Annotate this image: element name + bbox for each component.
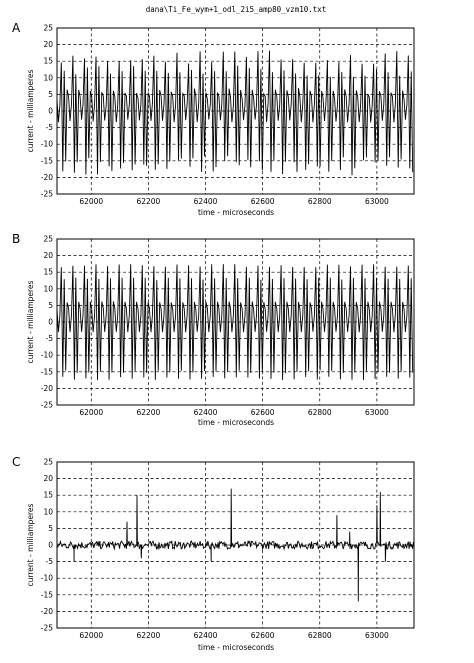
panel-b-y-tick-label: 15 xyxy=(43,268,53,277)
panel-a: A 25 20 15 10 5 0 -5 -10 -15 -20 -25 62000 62200 624… xyxy=(12,21,415,217)
panel-c-y-tick-label: -15 xyxy=(41,590,53,599)
panel-c-x-axis-label: time - microseconds xyxy=(198,643,274,652)
panel-c-y-tick-label: 0 xyxy=(48,541,53,550)
panel-b-y-tick-label: -20 xyxy=(41,384,53,393)
panel-c-y-tick-label: 15 xyxy=(43,491,53,500)
panel-c-x-tick-label: 62200 xyxy=(136,631,160,640)
panel-b-y-axis-label: current - milliamperes xyxy=(26,280,35,363)
panel-b-y-tick-label: 25 xyxy=(43,235,53,244)
panel-b-x-tick-label: 62600 xyxy=(251,408,275,417)
panel-a-x-tick-label: 63000 xyxy=(365,197,389,206)
panel-a-y-axis-label: current - milliamperes xyxy=(26,69,35,152)
panel-b-x-tick-label: 62800 xyxy=(308,408,332,417)
panel-c: C 25 20 15 10 5 0 -5 -10 -15 -20 -25 62000 62200 624… xyxy=(12,455,415,652)
panel-a-y-tick-label: -25 xyxy=(41,190,53,199)
panel-b-y-tick-label: -15 xyxy=(41,367,53,376)
panel-a-y-tick-label: -20 xyxy=(41,173,53,182)
panel-a-x-tick-label: 62200 xyxy=(136,197,160,206)
panel-c-y-tick-label: -20 xyxy=(41,607,53,616)
panel-c-x-ticks: 62000 62200 62400 62600 62800 63000 xyxy=(79,631,389,640)
panel-a-y-tick-label: 25 xyxy=(43,24,53,33)
panel-a-x-tick-label: 62600 xyxy=(251,197,275,206)
panel-c-y-tick-label: 10 xyxy=(43,507,53,516)
panel-c-trace xyxy=(56,488,414,602)
panel-a-x-tick-label: 62000 xyxy=(79,197,103,206)
panel-a-x-axis-label: time - microseconds xyxy=(198,208,274,217)
panel-b-y-tick-label: -10 xyxy=(41,351,53,360)
panel-b-x-tick-label: 62400 xyxy=(194,408,218,417)
panel-c-y-tick-label: -10 xyxy=(41,574,53,583)
panel-a-y-tick-label: 20 xyxy=(43,40,53,49)
panel-a-y-tick-label: 10 xyxy=(43,73,53,82)
panel-b-x-ticks: 62000 62200 62400 62600 62800 63000 xyxy=(79,408,389,417)
panel-a-grid xyxy=(57,28,414,194)
panel-a-y-tick-label: -10 xyxy=(41,140,53,149)
panel-b-y-tick-label: -5 xyxy=(46,334,54,343)
panel-b-y-tick-label: 5 xyxy=(48,301,53,310)
panel-c-x-tick-label: 62000 xyxy=(79,631,103,640)
panel-c-y-ticks: 25 20 15 10 5 0 -5 -10 -15 -20 -25 xyxy=(41,458,53,633)
panel-c-y-tick-label: 5 xyxy=(48,524,53,533)
panel-b-y-tick-label: -25 xyxy=(41,401,53,410)
panel-a-current-trace xyxy=(56,50,414,176)
panel-b-letter: B xyxy=(12,232,20,246)
panel-c-x-tick-label: 62600 xyxy=(251,631,275,640)
panel-a-x-tick-label: 62800 xyxy=(308,197,332,206)
figure-title: dana\Ti_Fe_wym+1_odl_2i5_amp80_vzm10.txt xyxy=(146,5,327,14)
panel-a-x-tick-label: 62400 xyxy=(194,197,218,206)
panel-b-y-tick-label: 0 xyxy=(48,318,53,327)
panel-a-y-tick-label: 5 xyxy=(48,90,53,99)
panel-c-y-tick-label: -25 xyxy=(41,624,53,633)
panel-c-y-tick-label: 25 xyxy=(43,458,53,467)
panel-a-y-tick-label: -15 xyxy=(41,156,53,165)
panel-a-y-tick-label: 0 xyxy=(48,107,53,116)
panel-b-x-tick-label: 62000 xyxy=(79,408,103,417)
panel-b-y-tick-label: 10 xyxy=(43,284,53,293)
panel-b-y-tick-label: 20 xyxy=(43,251,53,260)
panel-c-y-tick-label: -5 xyxy=(46,557,54,566)
panel-b-x-tick-label: 63000 xyxy=(365,408,389,417)
panel-c-x-tick-label: 63000 xyxy=(365,631,389,640)
panel-c-y-axis-label: current - milliamperes xyxy=(26,503,35,586)
panel-b-current-trace xyxy=(56,264,414,381)
panel-b-x-tick-label: 62200 xyxy=(136,408,160,417)
panel-a-trace xyxy=(56,50,414,176)
panel-c-x-tick-label: 62400 xyxy=(194,631,218,640)
panel-a-letter: A xyxy=(12,21,21,35)
panel-a-y-tick-label: 15 xyxy=(43,57,53,66)
panel-b: B 25 20 15 10 5 0 -5 -10 -15 -20 -25 62000 62200 624… xyxy=(12,232,415,427)
panel-a-y-tick-label: -5 xyxy=(46,123,54,132)
panel-b-trace xyxy=(56,264,414,381)
panel-c-letter: C xyxy=(12,455,20,469)
panel-c-grid xyxy=(57,462,414,628)
panel-b-y-ticks: 25 20 15 10 5 0 -5 -10 -15 -20 -25 xyxy=(41,235,53,410)
panel-c-current-trace xyxy=(56,488,414,602)
panel-a-x-ticks: 62000 62200 62400 62600 62800 63000 xyxy=(79,197,389,206)
panel-b-x-axis-label: time - microseconds xyxy=(198,418,274,427)
panel-a-y-ticks: 25 20 15 10 5 0 -5 -10 -15 -20 -25 xyxy=(41,24,53,199)
panel-c-x-tick-label: 62800 xyxy=(308,631,332,640)
panel-c-y-tick-label: 20 xyxy=(43,474,53,483)
